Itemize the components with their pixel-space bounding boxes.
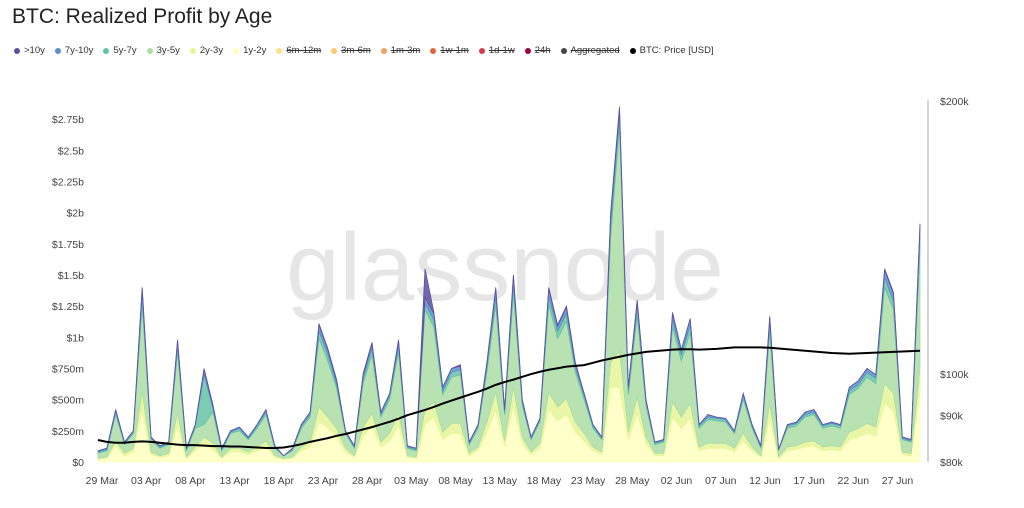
x-tick-label: 17 Jun [793,475,825,487]
x-tick-label: 02 Jun [661,475,693,487]
legend-label: BTC: Price [USD] [639,45,714,56]
legend-dot-icon [560,47,567,54]
x-tick-label: 13 May [483,475,518,487]
legend-dot-icon [276,47,283,54]
legend-label: 6m-12m [286,45,322,56]
legend-label: >10y [24,45,45,56]
legend-label: 24h [534,45,551,56]
legend: >10y 7y-10y 5y-7y 3y-5y 2y-3y 1y-2y 6m-12m 3m-6… [14,45,724,56]
y-left-tick-label: $1b [66,332,84,344]
y-left-tick-label: $1.25b [52,301,84,313]
legend-label: 1d-1w [488,45,515,56]
x-tick-label: 13 Apr [219,475,250,487]
x-tick-label: 12 Jun [749,475,781,487]
legend-label: 2y-3y [199,45,224,56]
y-right-tick-label: $80k [940,457,964,469]
legend-dot-icon [103,47,110,54]
y-left-tick-label: $2.75b [52,114,84,126]
chart-title: BTC: Realized Profit by Age [12,5,273,28]
x-tick-label: 07 Jun [705,475,737,487]
legend-label: 1y-2y [243,45,267,56]
legend-dot-icon [478,47,485,54]
legend-item[interactable]: >10y [14,45,45,56]
x-tick-label: 29 Mar [86,475,119,487]
x-tick-label: 22 Jun [838,475,870,487]
y-left-tick-label: $1.75b [52,239,84,251]
legend-dot-icon [430,47,437,54]
legend-label: 3y-5y [156,45,180,56]
legend-label: 7y-10y [64,45,94,56]
legend-item[interactable]: 3y-5y [146,45,180,56]
legend-label: Aggregated [570,45,620,56]
legend-item[interactable]: 2y-3y [189,45,224,56]
legend-dot-icon [54,47,61,54]
price-line [97,346,921,449]
y-right-tick-label: $90k [940,411,964,423]
x-tick-label: 03 May [394,475,429,487]
legend-item[interactable]: 24h [524,45,551,56]
legend-dot-icon [233,47,240,54]
y-left-tick-label: $0 [72,457,84,469]
legend-item[interactable]: Aggregated [560,45,620,56]
y-right-tick-label: $200k [940,96,969,108]
x-tick-label: 27 Jun [882,475,914,487]
legend-item[interactable]: 6m-12m [276,45,321,56]
legend-item[interactable]: 1y-2y [233,45,266,56]
legend-item[interactable]: 1d-1w [478,45,515,56]
x-tick-label: 23 Apr [308,475,339,487]
legend-item[interactable]: 5y-7y [103,45,137,56]
legend-dot-icon [189,47,196,54]
y-left-tick-label: $2.25b [52,176,84,188]
x-tick-label: 23 May [571,475,606,487]
legend-label: 5y-7y [113,45,137,56]
legend-dot-icon [380,47,387,54]
legend-dot-icon [14,47,20,54]
legend-dot-icon [146,47,153,54]
legend-dot-icon [629,47,636,54]
watermark: glassnode [286,214,724,321]
legend-item[interactable]: 1w-1m [430,45,469,56]
y-right-tick-label: $100k [940,369,969,381]
x-tick-label: 08 May [438,475,473,487]
y-left-tick-label: $250m [52,426,84,438]
y-left-tick-label: $2b [66,208,84,220]
area-10y [97,106,921,457]
legend-item[interactable]: BTC: Price [USD] [629,45,714,56]
y-left-tick-label: $750m [52,363,84,375]
legend-dot-icon [524,47,531,54]
x-tick-label: 28 May [615,475,650,487]
x-tick-label: 28 Apr [352,475,383,487]
y-left-tick-label: $2.5b [58,145,84,157]
legend-item[interactable]: 3m-6m [331,45,371,56]
x-tick-label: 18 May [527,475,562,487]
x-tick-label: 03 Apr [131,475,162,487]
x-tick-label: 18 Apr [264,475,295,487]
legend-item[interactable]: 7y-10y [54,45,94,56]
legend-dot-icon [331,47,338,54]
legend-label: 1w-1m [440,45,469,56]
x-tick-label: 08 Apr [175,475,206,487]
legend-label: 1m-3m [390,45,421,56]
legend-label: 3m-6m [341,45,371,56]
y-left-tick-label: $500m [52,395,84,407]
legend-item[interactable]: 1m-3m [380,45,421,56]
y-left-tick-label: $1.5b [58,270,84,282]
